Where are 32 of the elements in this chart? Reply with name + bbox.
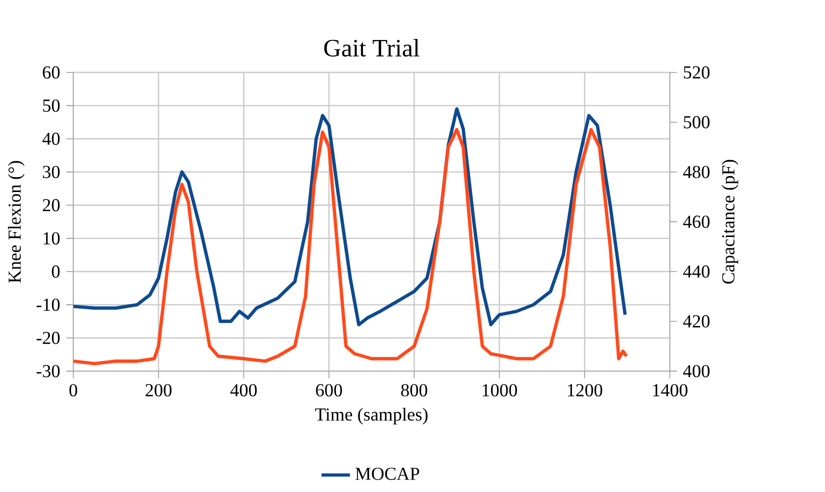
y2-tick-label: 400 <box>683 365 710 378</box>
x-tick-label: 400 <box>230 384 257 397</box>
y-tick-label: -20 <box>36 332 60 344</box>
y-axis-title: Knee Flexion (°) <box>8 161 25 283</box>
line-series <box>73 107 627 326</box>
x-tick-label: 1000 <box>482 384 517 397</box>
x-tick-label: 200 <box>146 384 172 397</box>
y-tick-label: 20 <box>42 199 60 212</box>
y-tick-label: 10 <box>44 232 60 245</box>
legend-label: MOCAP <box>355 468 420 480</box>
y2-axis-title: Capacitance (pF) <box>722 160 738 284</box>
x-axis-title: Time (samples) <box>315 408 428 425</box>
y-tick-label: 40 <box>42 132 60 146</box>
x-tick-label: 1200 <box>568 384 602 397</box>
chart-title: Gait Trial <box>324 39 420 57</box>
x-tick-label: 600 <box>316 384 342 397</box>
x-tick-label: 0 <box>69 384 78 397</box>
y2-tick-label: 420 <box>683 315 710 328</box>
y2-tick-label: 500 <box>684 116 710 129</box>
y-tick-label: 0 <box>52 266 60 278</box>
line-series <box>73 128 628 366</box>
y-tick-label: -30 <box>36 365 60 378</box>
y-tick-label: 50 <box>43 100 60 112</box>
y2-tick-label: 440 <box>683 266 710 278</box>
x-tick-label: 800 <box>401 384 428 397</box>
x-tick-label: 1400 <box>653 384 688 397</box>
y-tick-label: 60 <box>42 66 60 79</box>
y2-tick-label: 520 <box>684 66 710 79</box>
y2-tick-label: 460 <box>683 216 710 228</box>
y-tick-label: 30 <box>42 166 60 178</box>
y-tick-label: -10 <box>36 298 60 312</box>
y2-tick-label: 480 <box>683 166 710 178</box>
